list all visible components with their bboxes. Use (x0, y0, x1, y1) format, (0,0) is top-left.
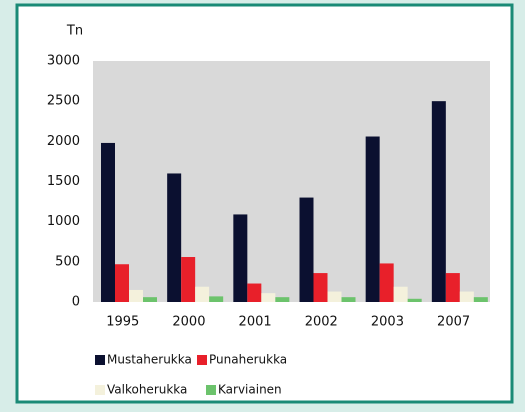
y-tick-label: 2500 (47, 94, 80, 109)
y-tick-label: 3000 (47, 54, 80, 69)
bar (365, 136, 380, 302)
bar (115, 264, 129, 302)
bar (431, 101, 446, 303)
bar (181, 257, 196, 302)
bar (327, 291, 342, 302)
y-tick-label: 0 (72, 295, 80, 310)
x-tick-label: 2000 (172, 315, 205, 330)
bar (393, 286, 408, 302)
bar (275, 297, 290, 302)
legend-label: Valkoherukka (107, 383, 187, 397)
bar (407, 298, 422, 302)
bar (233, 214, 248, 302)
y-tick-label: 2000 (47, 134, 80, 149)
legend-label: Punaherukka (209, 353, 287, 367)
x-tick-label: 2007 (437, 315, 470, 330)
legend-label: Mustaherukka (107, 353, 192, 367)
y-axis-label: Tn (66, 24, 83, 39)
bar (143, 297, 157, 302)
x-tick-label: 2003 (371, 315, 404, 330)
bar (101, 142, 115, 302)
y-tick-label: 1500 (47, 174, 80, 189)
bar (195, 286, 210, 302)
bar (459, 291, 474, 302)
bar (129, 289, 143, 302)
legend-swatch (95, 355, 105, 365)
legend-label: Karviainen (218, 383, 282, 397)
bar (299, 197, 314, 302)
y-tick-label: 1000 (47, 214, 80, 229)
bar (445, 273, 460, 302)
bar (209, 296, 224, 302)
bar (261, 293, 276, 302)
bar (341, 297, 356, 302)
legend-swatch (95, 385, 105, 395)
plot-area (93, 61, 490, 302)
bar (313, 273, 328, 302)
y-tick-label: 500 (55, 254, 80, 269)
x-tick-label: 2001 (239, 315, 272, 330)
legend-swatch (206, 385, 216, 395)
x-tick-label: 2002 (305, 315, 338, 330)
x-tick-label: 1995 (106, 315, 139, 330)
bar (473, 297, 488, 302)
bar (167, 173, 182, 302)
bar (379, 263, 394, 302)
legend-swatch (197, 355, 207, 365)
bar (247, 283, 262, 302)
